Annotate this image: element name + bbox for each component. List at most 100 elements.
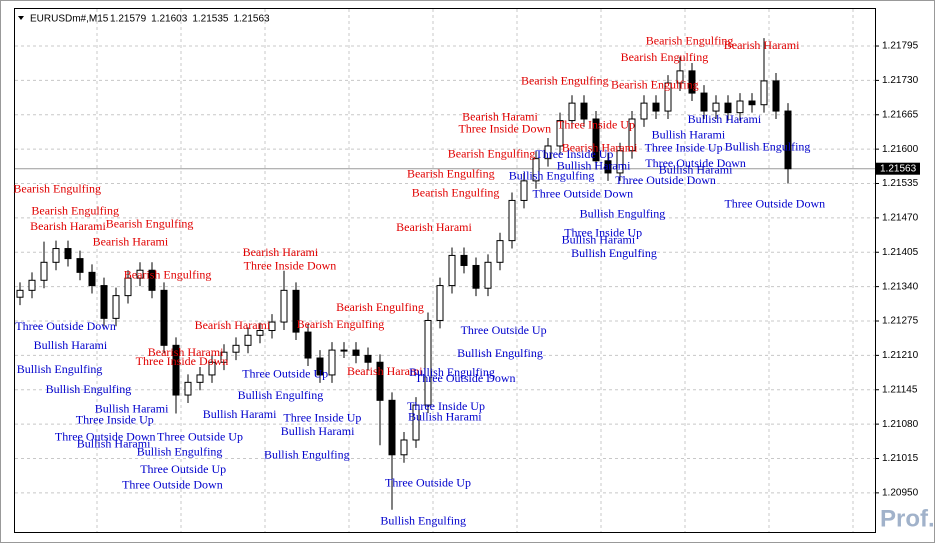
candle-body <box>256 330 264 336</box>
pattern-label: Three Inside Down <box>244 258 337 272</box>
pattern-label: Three Inside Up <box>564 225 642 239</box>
header-value: 1.21579 <box>110 14 147 25</box>
pattern-label: Bullish Harami <box>557 158 631 172</box>
candle-body <box>436 285 444 321</box>
candle-body <box>280 289 288 323</box>
watermark: Prof.FX <box>880 505 935 532</box>
pattern-label: Bullish Harami <box>562 232 636 246</box>
pattern-label: Bearish Harami <box>462 110 538 124</box>
candle-body <box>172 344 180 396</box>
pattern-label: Bullish Harami <box>688 112 762 126</box>
candle-body <box>304 331 312 359</box>
candle-body <box>640 102 648 120</box>
header-arrow <box>18 16 24 20</box>
pattern-label: Three Outside Up <box>157 430 243 444</box>
price-axis: 1.21795 1.21730 1.21665 1.21600 1.21535 1.214… <box>875 41 920 499</box>
y-tick-label: 1.21405 <box>882 247 919 258</box>
pattern-label: Three Outside Down <box>615 173 716 187</box>
pattern-label: Bullish Engulfing <box>571 246 657 260</box>
candle-body <box>472 264 480 289</box>
y-tick-label: 1.21535 <box>882 178 919 189</box>
pattern-label: Bearish Engulfing <box>31 203 119 217</box>
candle-body <box>88 271 96 287</box>
pattern-label: Three Outside Down <box>532 186 633 200</box>
y-tick-label: 1.21730 <box>882 75 919 86</box>
pattern-label: Bearish Harami <box>724 38 800 52</box>
candle-body <box>568 102 576 122</box>
candle-body <box>364 354 372 363</box>
candle-body <box>460 254 468 266</box>
pattern-label: Bearish Harami <box>148 345 224 359</box>
y-tick-label: 1.21665 <box>882 109 919 120</box>
candle-body <box>40 261 48 281</box>
last-price-label: 1.21563 <box>880 163 917 174</box>
pattern-label: Bullish Engulfing <box>457 346 543 360</box>
y-tick-label: 1.21210 <box>882 350 919 361</box>
pattern-label: Three Inside Up <box>557 118 635 132</box>
pattern-label: Three Inside Down <box>458 121 551 135</box>
pattern-label: Bearish Engulfing <box>297 317 385 331</box>
pattern-label: Bearish Engulfing <box>611 77 699 91</box>
pattern-label: Bullish Harami <box>659 163 733 177</box>
candle-body <box>352 349 360 356</box>
pattern-label: Three Outside Down <box>724 196 825 210</box>
candle-body <box>268 321 276 332</box>
candle-body <box>676 70 684 84</box>
candles <box>16 38 792 510</box>
candle-body <box>736 100 744 114</box>
pattern-label: Bullish Engulfing <box>380 514 466 528</box>
pattern-label: Bullish Harami <box>34 338 108 352</box>
candle-body <box>616 150 624 174</box>
pattern-label: Bullish Engulfing <box>725 139 811 153</box>
candle-body <box>148 269 156 291</box>
candle-body <box>424 319 432 406</box>
candle-body <box>292 289 300 333</box>
candle-body <box>508 199 516 242</box>
candle-body <box>220 351 228 363</box>
pattern-label: Bearish Engulfing <box>407 166 495 180</box>
candle-body <box>448 254 456 287</box>
pattern-label: Three Outside Up <box>385 476 471 490</box>
candle-body <box>136 269 144 279</box>
candle-body <box>592 118 600 162</box>
pattern-label: Bullish Engulfing <box>580 206 666 220</box>
candle-body <box>160 289 168 346</box>
candle-body <box>388 399 396 456</box>
header-value: 1.21603 <box>151 14 188 25</box>
y-tick-label: 1.21340 <box>882 281 919 292</box>
pattern-label: Bearish Engulfing <box>124 267 212 281</box>
pattern-label: Three Outside Up <box>242 367 328 381</box>
pattern-label: Three Outside Down <box>122 478 223 492</box>
candle-body <box>724 102 732 114</box>
pattern-label: Bullish Harami <box>281 424 355 438</box>
candle-body <box>784 110 792 170</box>
pattern-label: Bullish Harami <box>77 436 151 450</box>
candle-body <box>244 334 252 346</box>
candle-body <box>376 361 384 401</box>
pattern-label: Bearish Engulfing <box>106 217 194 231</box>
candle-body <box>712 102 720 112</box>
pattern-label: Bearish Harami <box>30 219 106 233</box>
candle-body <box>196 374 204 383</box>
plot-area <box>14 8 876 533</box>
candle-body <box>580 102 588 120</box>
candle-body <box>16 289 24 298</box>
candle-body <box>184 381 192 396</box>
candle-body <box>232 344 240 353</box>
pattern-label: Bullish Harami <box>203 407 277 421</box>
y-tick-label: 1.21795 <box>882 41 919 52</box>
candle-body <box>532 158 540 182</box>
header-ohlc: 1.21579 1.21603 1.21535 1.21563 <box>110 14 270 25</box>
candle-body <box>484 261 492 289</box>
candle-body <box>52 248 60 263</box>
pattern-label: Three Inside Up <box>76 413 154 427</box>
pattern-label: Three Inside Up <box>645 140 723 154</box>
candle-body <box>628 118 636 152</box>
candle-body <box>496 240 504 263</box>
y-tick-label: 1.21470 <box>882 213 919 224</box>
pattern-label: Three Inside Up <box>535 147 613 161</box>
pattern-label: Three Outside Up <box>140 462 226 476</box>
candle-body <box>760 80 768 106</box>
pattern-label: Bullish Engulfing <box>264 448 350 462</box>
